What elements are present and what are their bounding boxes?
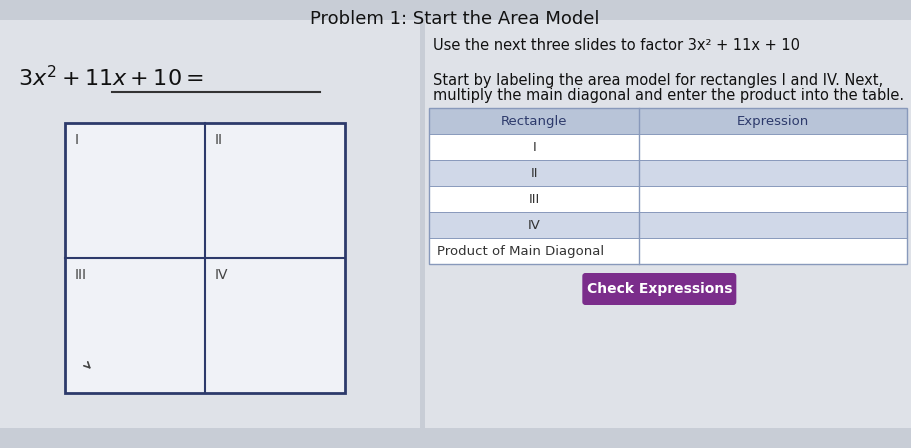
Text: III: III [75,268,87,282]
Bar [429,108,907,134]
Text: IV: IV [527,219,540,232]
Bar [65,123,345,393]
Text: Start by labeling the area model for rectangles I and IV. Next,: Start by labeling the area model for rec… [433,73,883,88]
Text: I: I [532,141,536,154]
Text: Expression: Expression [737,115,809,128]
Bar [429,160,907,186]
FancyBboxPatch shape [582,273,736,305]
Text: Product of Main Diagonal: Product of Main Diagonal [437,245,604,258]
Text: multiply the main diagonal and enter the product into the table.: multiply the main diagonal and enter the… [433,88,904,103]
Bar [429,212,907,238]
Text: $3x^2 + 11x + 10 =$: $3x^2 + 11x + 10 =$ [18,65,204,90]
Text: Check Expressions: Check Expressions [587,282,732,296]
Bar [425,20,911,428]
Bar [429,108,907,264]
Bar [429,238,907,264]
Text: III: III [528,193,540,206]
Bar [429,186,907,212]
Bar [0,20,420,428]
Text: II: II [530,167,537,180]
Text: Problem 1: Start the Area Model: Problem 1: Start the Area Model [311,10,599,28]
Text: Use the next three slides to factor 3x² + 11x + 10: Use the next three slides to factor 3x² … [433,38,800,53]
Bar [429,134,907,160]
Text: IV: IV [215,268,229,282]
Text: I: I [75,133,79,147]
Text: II: II [215,133,223,147]
Text: Rectangle: Rectangle [501,115,568,128]
